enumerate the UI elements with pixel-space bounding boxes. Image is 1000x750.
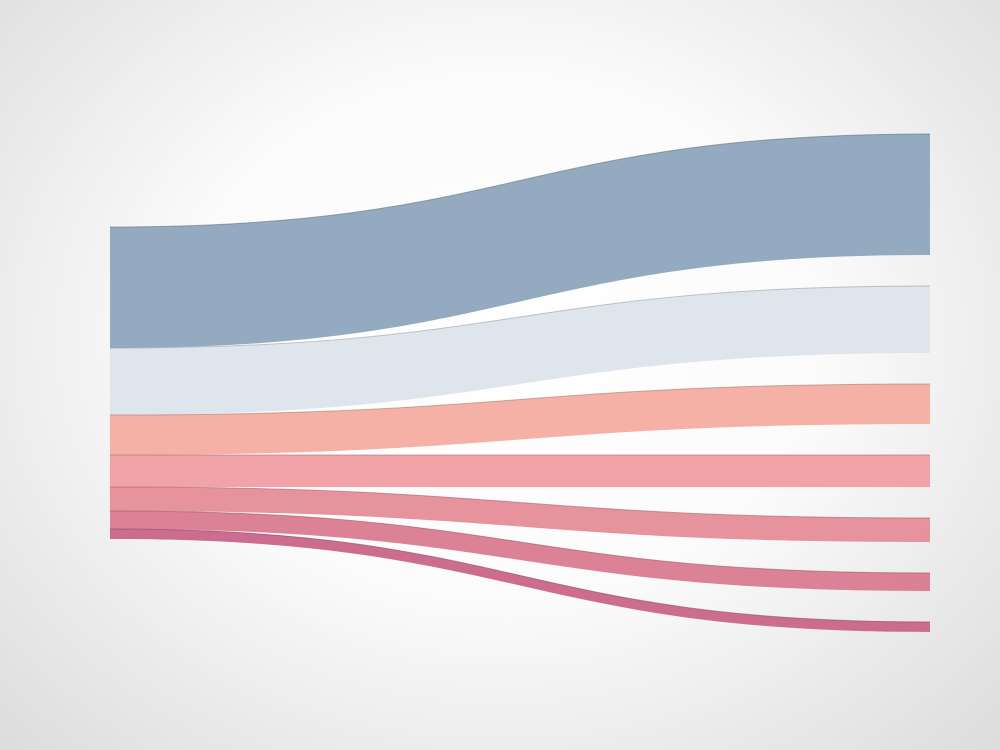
flow-edge xyxy=(109,486,931,519)
flow-band xyxy=(110,134,930,348)
flow-edge xyxy=(109,383,931,416)
flow-band xyxy=(110,286,930,415)
flow-edge xyxy=(109,133,931,228)
flow-band xyxy=(110,511,930,591)
flow-band xyxy=(110,384,930,455)
flow-band xyxy=(110,455,930,487)
flow-edge xyxy=(109,285,931,349)
flow-edge xyxy=(109,510,931,574)
flow-edge xyxy=(109,528,931,623)
flow-band xyxy=(110,529,930,632)
flow-band xyxy=(110,487,930,542)
